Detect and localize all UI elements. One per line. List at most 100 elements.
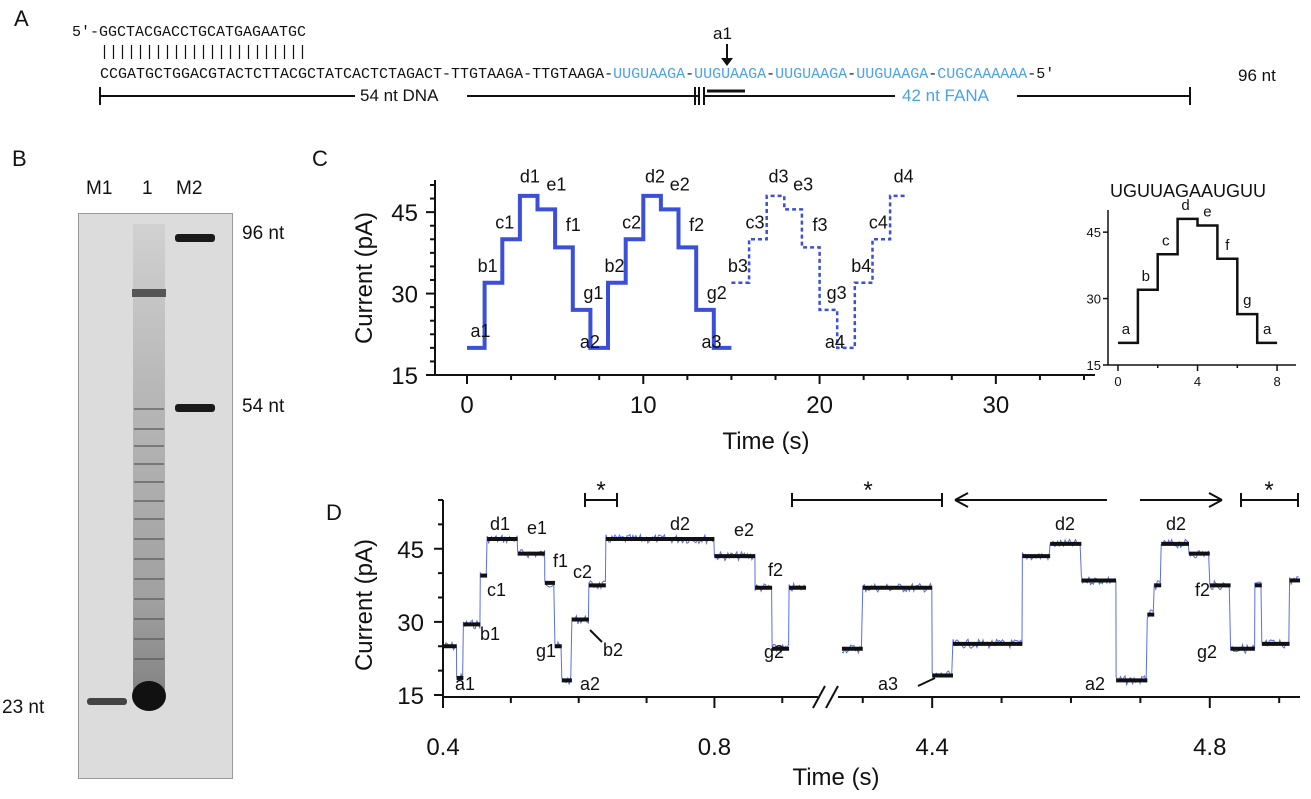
inset-y-tick-label: 30 xyxy=(1087,292,1101,307)
inset-y-tick-label: 45 xyxy=(1087,225,1101,240)
right-arrowhead xyxy=(1208,492,1223,508)
d-state-label: d2 xyxy=(1166,514,1186,534)
inset-state-label: b xyxy=(1142,268,1150,285)
c-state-label: d4 xyxy=(894,166,914,186)
c-state-label: b4 xyxy=(851,256,871,276)
sep: - xyxy=(766,66,776,83)
star-2: * xyxy=(863,477,872,504)
inset-x-tick-label: 0 xyxy=(1114,374,1121,389)
c-series-solid xyxy=(467,193,732,350)
d-x-tick-label: 4.8 xyxy=(1193,734,1226,761)
inset-state-label: g xyxy=(1243,292,1251,309)
panel-a-graphics xyxy=(99,44,1191,106)
left-arrowhead xyxy=(954,492,969,508)
d-state-label: f2 xyxy=(768,560,783,580)
d-state-label: g2 xyxy=(764,642,784,662)
c-state-label: a3 xyxy=(701,332,721,352)
lane-1-smear xyxy=(133,224,165,694)
inset-state-label: c xyxy=(1162,232,1170,249)
c-state-label: c1 xyxy=(495,212,514,232)
c-x-tick-label: 10 xyxy=(630,392,657,419)
c-x-label: Time (s) xyxy=(722,428,809,455)
fana-part-4: UUGUAAGA xyxy=(856,66,929,83)
c-state-label: f1 xyxy=(566,215,581,235)
fana-part-1: UUGUAAGA xyxy=(613,66,686,83)
size-23: 23 nt xyxy=(2,697,45,718)
b2-pointer xyxy=(589,629,603,643)
c-x-tick-label: 0 xyxy=(460,392,473,419)
inset-state-label: f xyxy=(1225,237,1230,254)
d-state-label: f1 xyxy=(553,551,568,571)
c-state-label: g2 xyxy=(707,283,727,303)
dna-part: CCGATGCTGGACGTACTCTTACGCTATCACTCTAGACT-T… xyxy=(100,66,614,83)
d-x-tick-label: 0.4 xyxy=(426,734,459,761)
c-state-label: f2 xyxy=(689,215,704,235)
sep: - xyxy=(928,66,938,83)
c-x-tick-label: 30 xyxy=(983,392,1010,419)
d-state-label: g1 xyxy=(536,641,556,661)
c-state-label: b2 xyxy=(605,256,625,276)
fana-span-label: 42 nt FANA xyxy=(902,86,989,105)
d-state-label: a3 xyxy=(878,674,898,694)
a1-arrowhead xyxy=(721,58,733,66)
panel-label-a: A xyxy=(14,6,29,31)
inset-x-tick-label: 4 xyxy=(1194,374,1201,389)
d-state-label: a1 xyxy=(455,674,475,694)
inset-state-label: a xyxy=(1263,321,1272,338)
d-state-label: e1 xyxy=(527,518,547,538)
size-96: 96 nt xyxy=(242,223,285,244)
lane-1-band-54 xyxy=(132,289,166,297)
panel-label-b: B xyxy=(12,146,27,171)
inset-y-tick-label: 15 xyxy=(1087,358,1101,373)
c-state-label: b3 xyxy=(728,256,748,276)
c-state-label: c2 xyxy=(622,212,641,232)
d-state-label: a2 xyxy=(580,674,600,694)
sep: - xyxy=(847,66,857,83)
c-state-label: a1 xyxy=(471,321,491,341)
size-54: 54 nt xyxy=(242,396,285,417)
d-trace-right xyxy=(841,538,1299,687)
lane-label-m2: M2 xyxy=(176,178,203,199)
c-state-label: c4 xyxy=(869,212,888,232)
gel-bands xyxy=(87,224,215,711)
panel-label-c: C xyxy=(312,146,328,171)
m2-band-54 xyxy=(175,404,215,412)
d-y-tick-label: 15 xyxy=(397,683,424,710)
c-y-label: Current (pA) xyxy=(351,212,378,344)
inset-state-label: a xyxy=(1122,321,1131,338)
c-state-label: d1 xyxy=(520,166,540,186)
star-3: * xyxy=(1264,477,1273,504)
d-state-label: b2 xyxy=(603,640,623,660)
inset-state-label: e xyxy=(1203,204,1211,221)
lane-label-m1: M1 xyxy=(86,178,113,199)
c-state-label: g3 xyxy=(827,283,847,303)
a3-pointer xyxy=(917,677,936,687)
bottom-strand: CCGATGCTGGACGTACTCTTACGCTATCACTCTAGACT-T… xyxy=(100,66,1054,83)
inset-x-tick-label: 8 xyxy=(1273,374,1280,389)
d-x-tick-label: 4.4 xyxy=(915,734,948,761)
top-strand: 5′-GGCTACGACCTGCATGAGAATGC xyxy=(72,24,307,41)
length-label: 96 nt xyxy=(1238,66,1276,85)
d-y-tick-label: 30 xyxy=(397,610,424,637)
d-state-label: a2 xyxy=(1085,674,1105,694)
sep: - xyxy=(685,66,695,83)
c-state-label: c3 xyxy=(746,212,765,232)
lane-1-band-23 xyxy=(132,681,166,711)
d-y-label: Current (pA) xyxy=(351,539,378,671)
dna-span-label: 54 nt DNA xyxy=(360,86,439,105)
inset-series xyxy=(1118,217,1278,345)
d-state-label: g2 xyxy=(1197,642,1217,662)
gel-image xyxy=(78,213,233,779)
c-y-tick-label: 45 xyxy=(391,200,418,227)
pairing-ticks: ||||||||||||||||||||||| xyxy=(100,44,308,61)
d-state-label: c1 xyxy=(487,580,506,600)
d-x-tick-label: 0.8 xyxy=(698,734,731,761)
c-state-label: b1 xyxy=(478,256,498,276)
c-y-tick-label: 15 xyxy=(391,363,418,390)
d-state-label: b1 xyxy=(480,624,500,644)
c-state-label: g1 xyxy=(583,283,603,303)
inset-title: UGUUAGAAUGUU xyxy=(1110,181,1266,201)
lane-1-ladder xyxy=(134,408,164,660)
fana-part-3: UUGUAAGA xyxy=(775,66,848,83)
a1-pointer-label: a1 xyxy=(713,24,732,43)
